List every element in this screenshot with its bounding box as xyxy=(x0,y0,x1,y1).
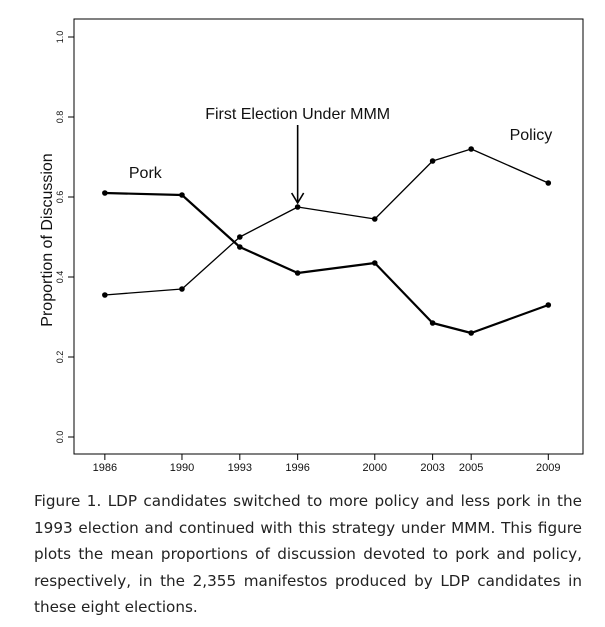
series-lines xyxy=(104,148,549,335)
y-tick-label: 0.6 xyxy=(55,191,65,204)
figure-caption: Figure 1. LDP candidates switched to mor… xyxy=(34,492,582,616)
x-tick-label: 2000 xyxy=(363,462,387,474)
data-point-policy xyxy=(468,146,474,152)
plot-frame xyxy=(73,18,584,455)
x-tick-label: 1986 xyxy=(93,462,117,474)
data-point-pork xyxy=(102,190,108,196)
x-tick-label: 1990 xyxy=(170,462,194,474)
data-point-policy xyxy=(179,286,185,292)
data-point-pork xyxy=(468,330,474,336)
y-tick-label: 0.8 xyxy=(55,111,65,124)
x-axis: 1986 1990 1993 1996 2000 2003 2005 2009 xyxy=(93,454,561,474)
annotation: First Election Under MMM xyxy=(205,106,390,205)
x-tick-label: 2009 xyxy=(536,462,560,474)
y-axis-label: Proportion of Discussion xyxy=(39,153,56,326)
series-line-pork xyxy=(104,191,549,335)
data-point-pork xyxy=(545,302,552,308)
series-labels: Pork Policy xyxy=(129,127,552,182)
series-line-policy xyxy=(104,148,549,296)
data-point-pork xyxy=(237,244,243,250)
data-point-policy xyxy=(371,216,378,222)
data-point-pork xyxy=(371,260,378,266)
line-chart: 1986 1990 1993 1996 2000 2003 2005 2009 0.00.20… xyxy=(39,18,584,474)
x-tick-label: 2003 xyxy=(420,462,444,474)
data-point-pork xyxy=(179,192,185,198)
x-tick-label: 2005 xyxy=(459,462,483,474)
y-tick-label: 0.2 xyxy=(55,351,65,364)
data-point-policy xyxy=(237,234,243,240)
series-label-policy: Policy xyxy=(510,127,553,144)
y-tick-label: 0.0 xyxy=(55,431,65,444)
data-point-policy xyxy=(294,204,301,210)
annotation-arrow-head xyxy=(290,192,305,205)
series-label-pork: Pork xyxy=(129,165,163,182)
annotation-label: First Election Under MMM xyxy=(205,106,390,123)
data-point-pork xyxy=(429,320,436,326)
y-tick-label: 1.0 xyxy=(55,31,65,44)
y-axis: 0.0 0.2 0.4 0.6 0.8 1.0 xyxy=(55,31,74,444)
series-points xyxy=(102,146,552,336)
data-point-policy xyxy=(102,292,108,298)
y-tick-label: 0.4 xyxy=(55,271,65,284)
data-point-policy xyxy=(429,158,436,164)
data-point-pork xyxy=(294,270,301,276)
x-tick-label: 1996 xyxy=(285,462,309,474)
data-point-policy xyxy=(545,180,552,186)
x-tick-label: 1993 xyxy=(228,462,252,474)
